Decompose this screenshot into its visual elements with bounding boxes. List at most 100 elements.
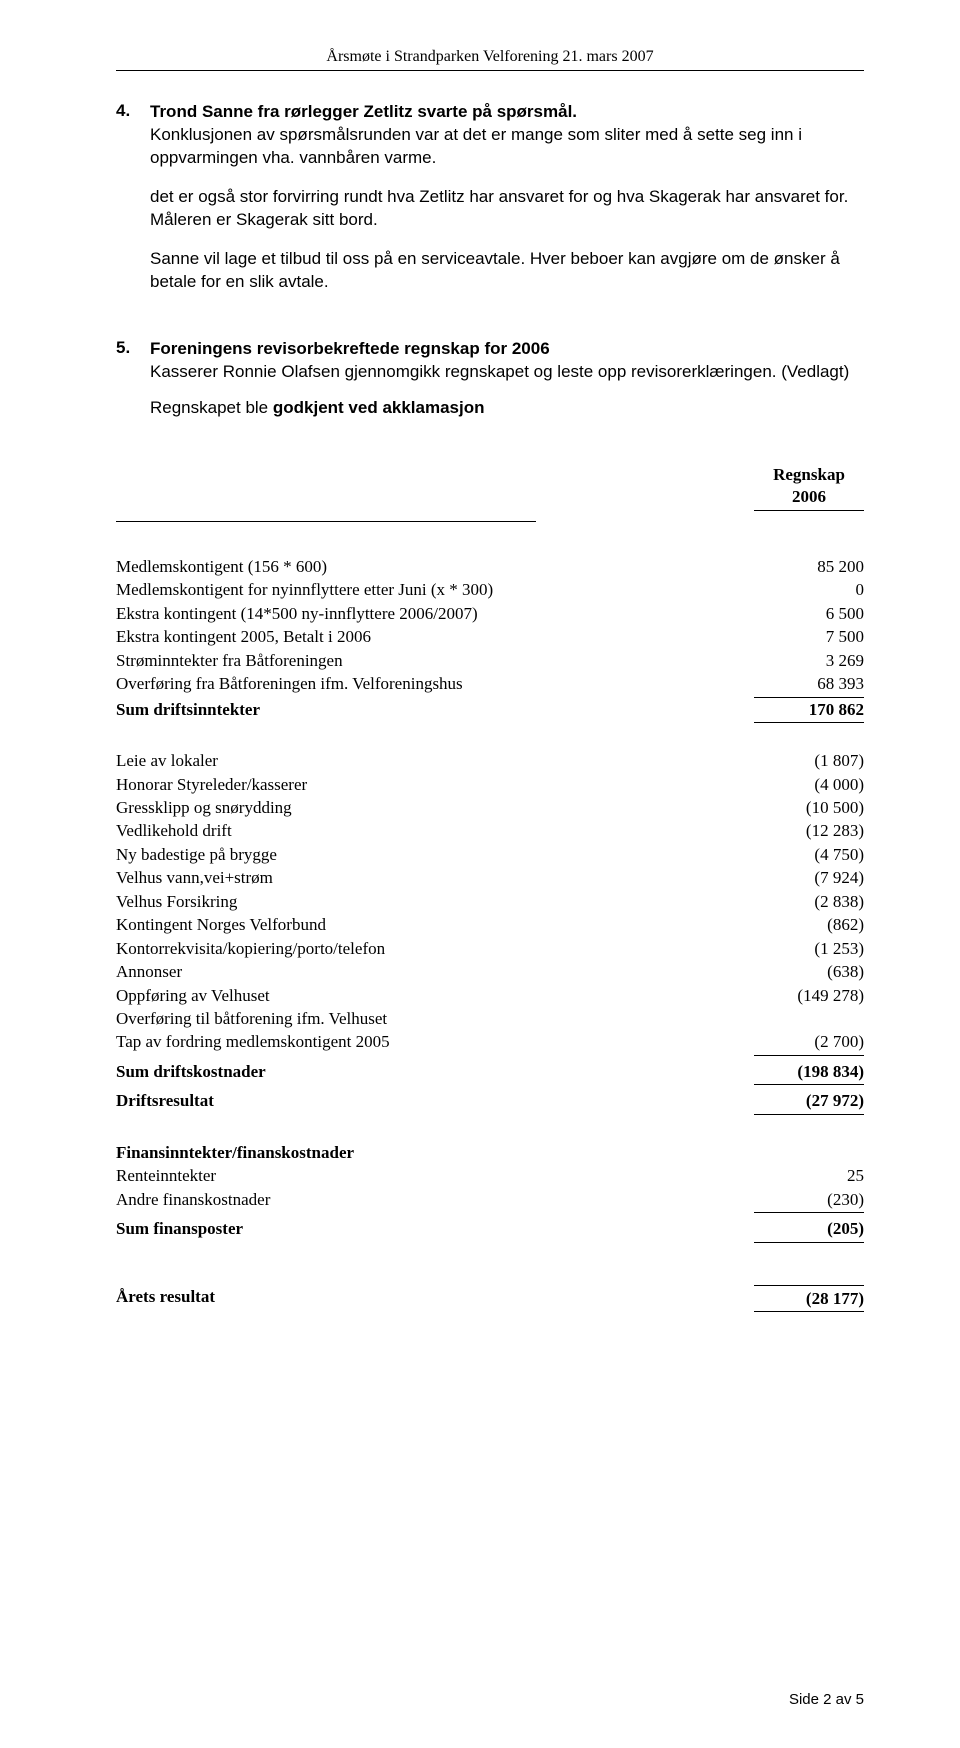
item5-body: Kasserer Ronnie Olafsen gjennomgikk regn… (150, 362, 849, 381)
row-amount: (205) (754, 1217, 864, 1242)
row-label: Kontorrekvisita/kopiering/porto/telefon (116, 937, 754, 960)
ledger-result-row: Driftsresultat (27 972) (116, 1089, 864, 1114)
page: Årsmøte i Strandparken Velforening 21. m… (0, 0, 960, 1748)
ledger-row: Vedlikehold drift(12 283) (116, 819, 864, 842)
row-amount: (230) (754, 1188, 864, 1213)
row-amount: (27 972) (754, 1089, 864, 1114)
row-amount (754, 1007, 864, 1030)
row-amount: 68 393 (754, 672, 864, 697)
ledger-row: Honorar Styreleder/kasserer(4 000) (116, 773, 864, 796)
row-label: Driftsresultat (116, 1089, 754, 1114)
item4-p1: Konklusjonen av spørsmålsrunden var at d… (150, 125, 802, 167)
finance-group: Finansinntekter/finanskostnader Renteinn… (116, 1141, 864, 1243)
row-label: Ekstra kontingent (14*500 ny-innflyttere… (116, 602, 754, 625)
item-number: 4. (116, 101, 150, 310)
ledger-row: Renteinntekter25 (116, 1164, 864, 1187)
row-label: Velhus vann,vei+strøm (116, 866, 754, 889)
regnskap-line1: Regnskap (773, 465, 845, 484)
ledger-row: Overføring fra Båtforeningen ifm. Velfor… (116, 672, 864, 697)
row-label: Annonser (116, 960, 754, 983)
row-label: Sum finansposter (116, 1217, 754, 1242)
row-label: Ekstra kontingent 2005, Betalt i 2006 (116, 625, 754, 648)
ledger-row: Overføring til båtforening ifm. Velhuset (116, 1007, 864, 1030)
row-label: Overføring fra Båtforeningen ifm. Velfor… (116, 672, 754, 697)
row-amount: (4 750) (754, 843, 864, 866)
agenda-item-4: 4. Trond Sanne fra rørlegger Zetlitz sva… (116, 101, 864, 310)
row-label: Velhus Forsikring (116, 890, 754, 913)
regnskap-heading: Regnskap 2006 (754, 464, 864, 507)
row-amount: (1 253) (754, 937, 864, 960)
ledger-sum-row: Sum finansposter (205) (116, 1217, 864, 1242)
row-label: Årets resultat (116, 1285, 754, 1312)
row-amount: (638) (754, 960, 864, 983)
row-label: Gressklipp og snørydding (116, 796, 754, 819)
ledger-row: Oppføring av Velhuset(149 278) (116, 984, 864, 1007)
row-amount: (198 834) (754, 1060, 864, 1085)
regnskap-header-block: Regnskap 2006 (116, 464, 864, 527)
ledger-row: Strøminntekter fra Båtforeningen 3 269 (116, 649, 864, 672)
finance-heading: Finansinntekter/finanskostnader (116, 1141, 864, 1164)
approved-bold: godkjent ved akklamasjon (273, 398, 485, 417)
agenda-item-5: 5. Foreningens revisorbekreftede regnska… (116, 338, 864, 437)
year-result-row: Årets resultat (28 177) (116, 1285, 864, 1312)
item4-p3: Sanne vil lage et tilbud til oss på en s… (150, 248, 864, 294)
row-label: Ny badestige på brygge (116, 843, 754, 866)
row-amount: (2 838) (754, 890, 864, 913)
running-header: Årsmøte i Strandparken Velforening 21. m… (116, 48, 864, 66)
ledger-row: Medlemskontigent for nyinnflyttere etter… (116, 578, 864, 601)
row-amount: (862) (754, 913, 864, 936)
header-rule (116, 70, 864, 71)
ledger-row: Velhus vann,vei+strøm(7 924) (116, 866, 864, 889)
ledger-row: Annonser(638) (116, 960, 864, 983)
row-label: Strøminntekter fra Båtforeningen (116, 649, 754, 672)
item4-p2: det er også stor forvirring rundt hva Ze… (150, 186, 864, 232)
ledger-row: Ekstra kontingent 2005, Betalt i 2006 7 … (116, 625, 864, 648)
ledger-row: Kontorrekvisita/kopiering/porto/telefon(… (116, 937, 864, 960)
ledger-row: Medlemskontigent (156 * 600) 85 200 (116, 555, 864, 578)
row-label: Andre finanskostnader (116, 1188, 754, 1213)
row-label: Renteinntekter (116, 1164, 754, 1187)
row-amount: (4 000) (754, 773, 864, 796)
item-body: Trond Sanne fra rørlegger Zetlitz svarte… (150, 101, 864, 310)
row-amount: (12 283) (754, 819, 864, 842)
row-label: Medlemskontigent (156 * 600) (116, 555, 754, 578)
ledger-sum-row: Sum driftsinntekter 170 862 (116, 698, 864, 723)
income-group: Medlemskontigent (156 * 600) 85 200 Medl… (116, 555, 864, 723)
year-result-group: Årets resultat (28 177) (116, 1285, 864, 1312)
ledger-row: Gressklipp og snørydding(10 500) (116, 796, 864, 819)
ledger-row: Tap av fordring medlemskontigent 2005(2 … (116, 1030, 864, 1055)
row-label: Medlemskontigent for nyinnflyttere etter… (116, 578, 754, 601)
ledger-row: Kontingent Norges Velforbund(862) (116, 913, 864, 936)
item-body: Foreningens revisorbekreftede regnskap f… (150, 338, 864, 437)
row-label: Tap av fordring medlemskontigent 2005 (116, 1030, 754, 1055)
ledger-row: Ekstra kontingent (14*500 ny-innflyttere… (116, 602, 864, 625)
item5-title: Foreningens revisorbekreftede regnskap f… (150, 339, 550, 358)
row-label: Leie av lokaler (116, 749, 754, 772)
row-amount: (10 500) (754, 796, 864, 819)
row-amount: 7 500 (754, 625, 864, 648)
ledger-row: Andre finanskostnader(230) (116, 1188, 864, 1213)
row-label: Sum driftsinntekter (116, 698, 754, 723)
item4-title: Trond Sanne fra rørlegger Zetlitz svarte… (150, 102, 577, 121)
row-amount (754, 1141, 864, 1164)
item-number: 5. (116, 338, 150, 437)
row-amount: (28 177) (754, 1285, 864, 1312)
approved-pre: Regnskapet ble (150, 398, 273, 417)
ledger-row: Ny badestige på brygge(4 750) (116, 843, 864, 866)
ledger-row: Velhus Forsikring(2 838) (116, 890, 864, 913)
ledger: Medlemskontigent (156 * 600) 85 200 Medl… (116, 555, 864, 1312)
row-amount: 6 500 (754, 602, 864, 625)
row-amount: 0 (754, 578, 864, 601)
row-label: Finansinntekter/finanskostnader (116, 1141, 754, 1164)
ledger-row: Leie av lokaler(1 807) (116, 749, 864, 772)
row-amount: 170 862 (754, 698, 864, 723)
row-amount: (1 807) (754, 749, 864, 772)
row-label: Kontingent Norges Velforbund (116, 913, 754, 936)
regnskap-divider (116, 509, 864, 527)
expenses-group: Leie av lokaler(1 807) Honorar Styrelede… (116, 749, 864, 1115)
row-label: Sum driftskostnader (116, 1060, 754, 1085)
row-amount: 25 (754, 1164, 864, 1187)
page-footer: Side 2 av 5 (789, 1691, 864, 1708)
ledger-sum-row: Sum driftskostnader (198 834) (116, 1060, 864, 1085)
row-amount: (2 700) (754, 1030, 864, 1055)
